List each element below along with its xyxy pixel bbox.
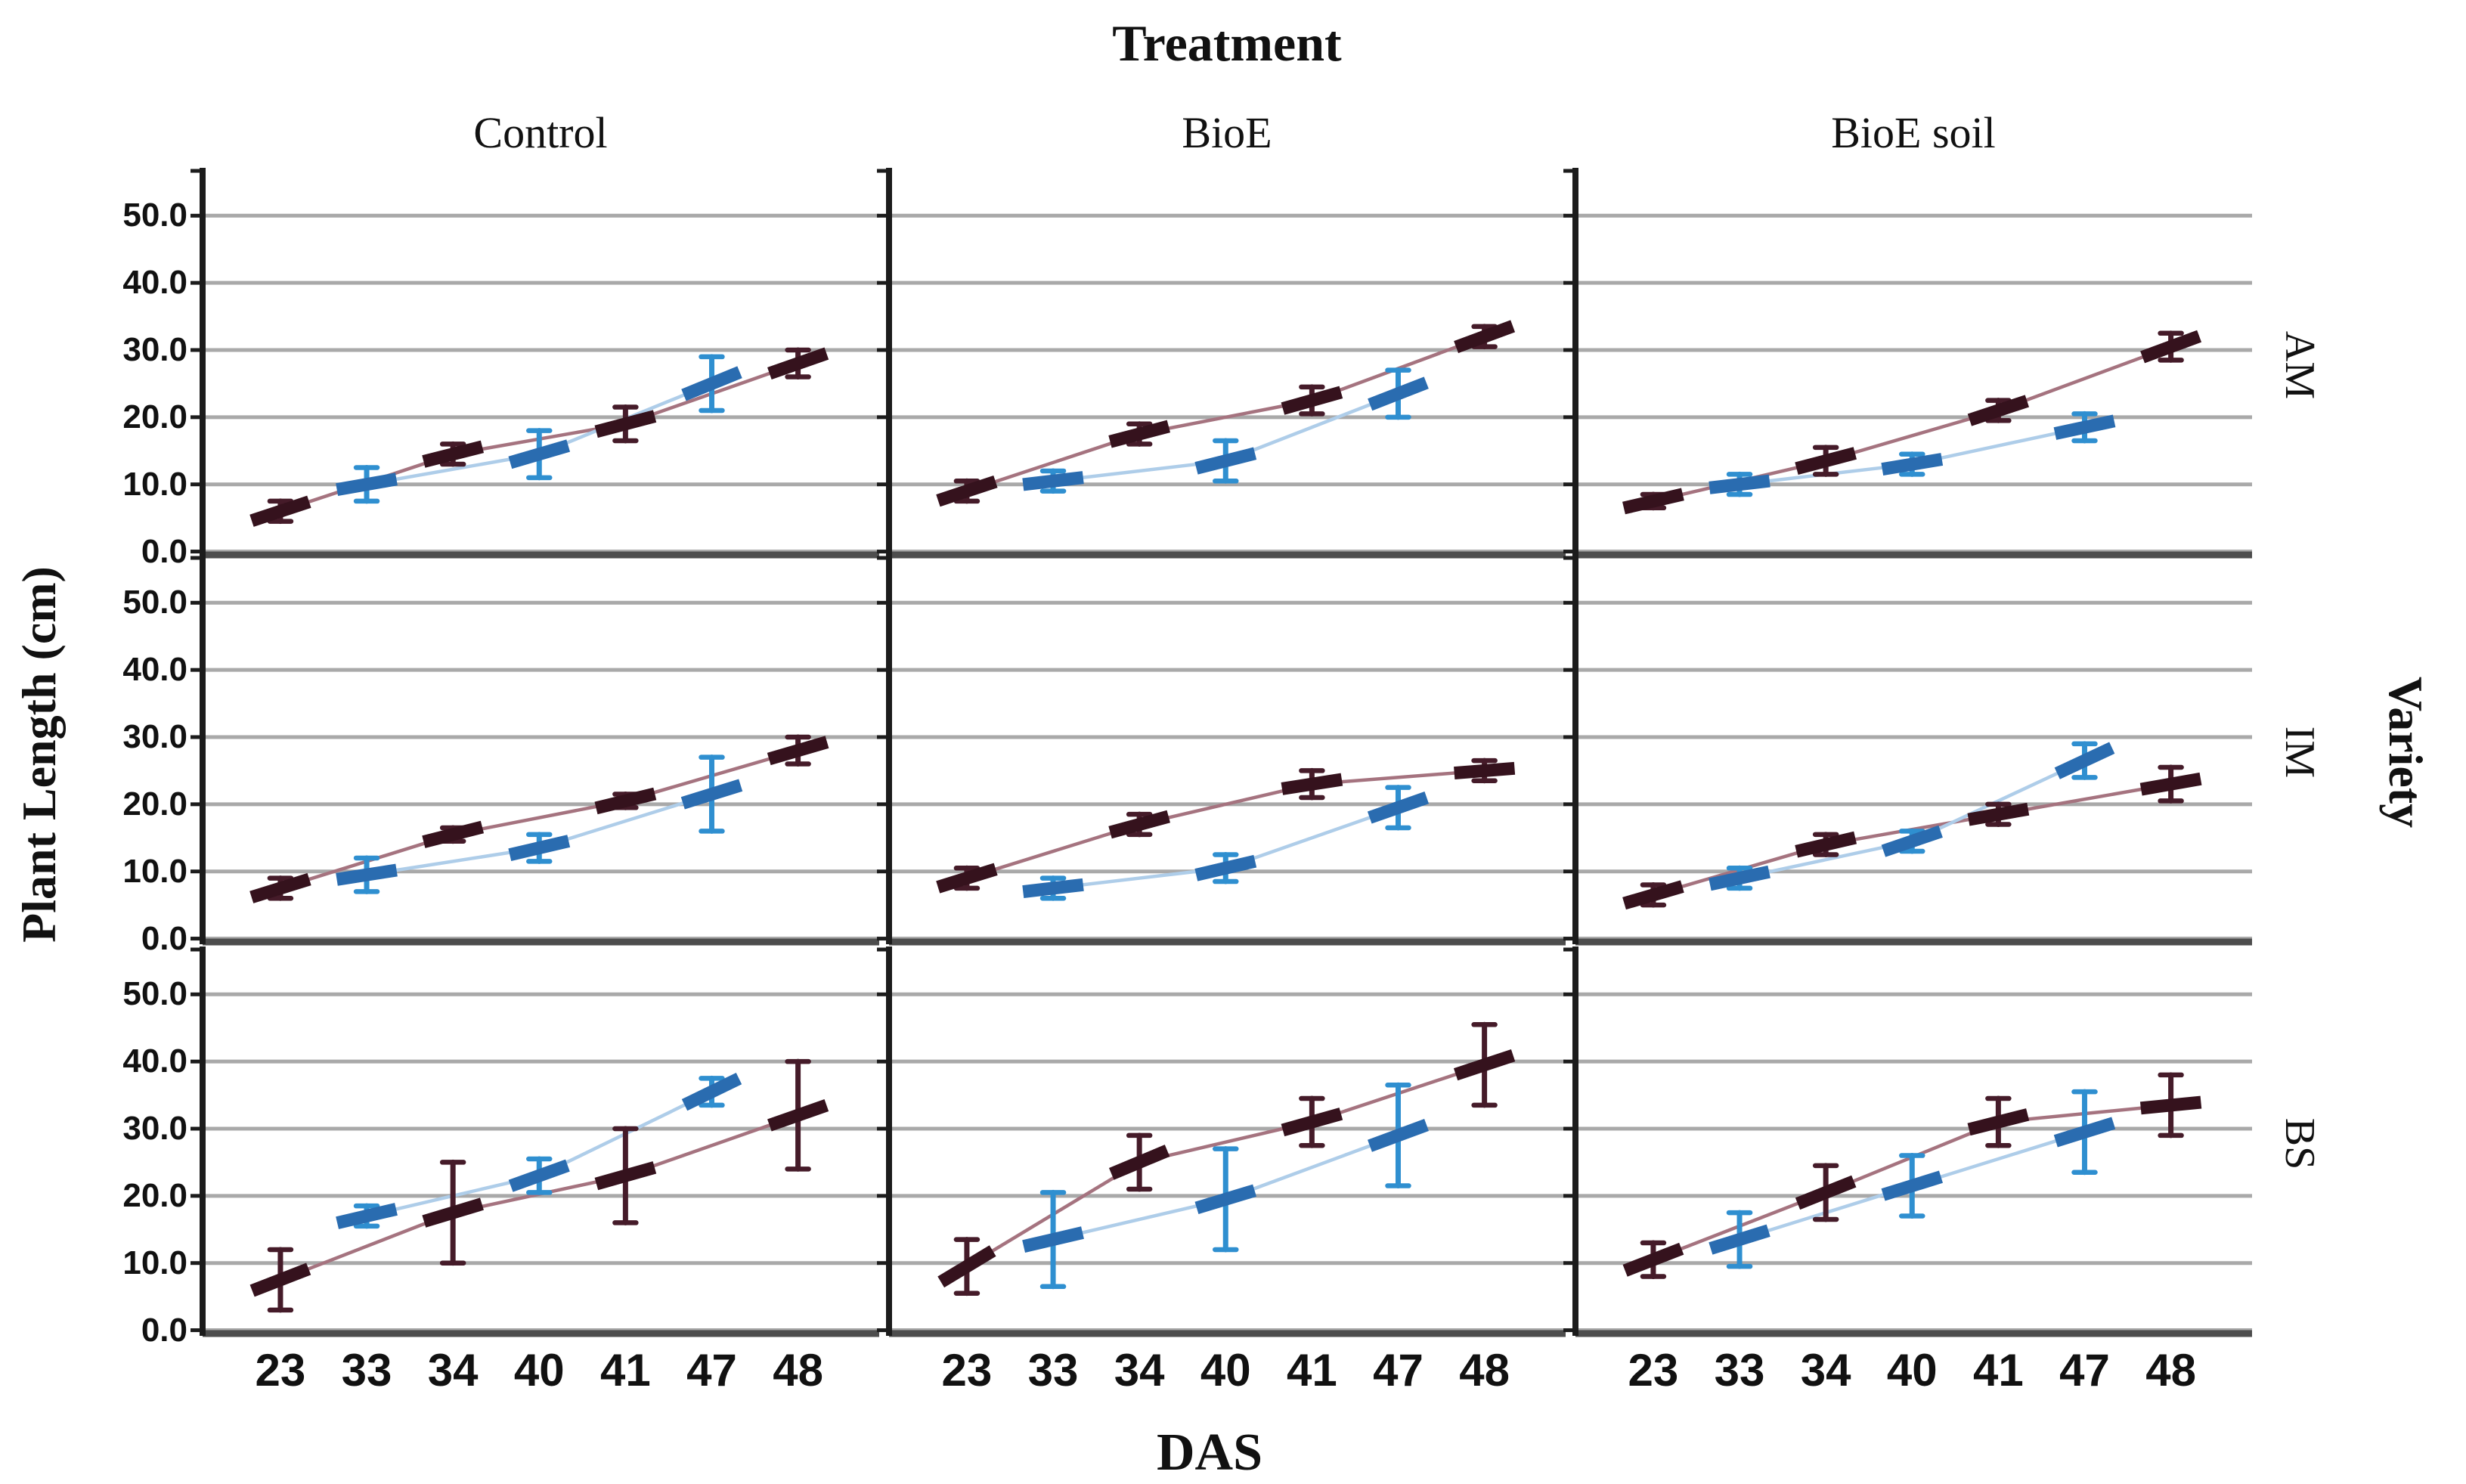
y-tick-label: 10.0 xyxy=(122,852,187,890)
panel-bioe-soil-am xyxy=(1563,168,2252,559)
y-tick-label: 50.0 xyxy=(122,584,187,621)
x-tick-label: 34 xyxy=(1800,1345,1851,1396)
y-tick-label: 20.0 xyxy=(122,398,187,435)
x-tick-label: 40 xyxy=(513,1345,565,1396)
y-tick-label: 30.0 xyxy=(122,331,187,368)
x-tick-label: 33 xyxy=(1027,1345,1079,1396)
y-tick-label: 10.0 xyxy=(122,465,187,503)
x-tick-label: 41 xyxy=(600,1345,651,1396)
y-tick-label: 40.0 xyxy=(122,264,187,302)
x-tick-label: 40 xyxy=(1886,1345,1938,1396)
chart-title: Treatment xyxy=(1112,14,1342,72)
x-tick-label: 41 xyxy=(1287,1345,1337,1396)
x-tick-label: 41 xyxy=(1973,1345,2024,1396)
row-label-am: AM xyxy=(2276,330,2323,400)
x-tick-label: 48 xyxy=(773,1345,823,1396)
x-tick-label: 47 xyxy=(2059,1345,2110,1396)
panel-bioe-am xyxy=(877,168,1566,559)
y-tick-label: 40.0 xyxy=(122,1043,187,1080)
x-tick-label: 47 xyxy=(686,1345,737,1396)
x-tick-label: 34 xyxy=(427,1345,479,1396)
y-tick-label: 30.0 xyxy=(122,1110,187,1147)
x-tick-label: 34 xyxy=(1114,1345,1165,1396)
panel-control-am xyxy=(191,168,879,559)
panel-bioe-soil-im xyxy=(1563,555,2252,946)
y-tick-label: 50.0 xyxy=(122,197,187,234)
row-label-im: IM xyxy=(2276,726,2323,779)
panel-bioe-soil-bs xyxy=(1563,946,2252,1337)
y-axis-label: Plant Length (cm) xyxy=(12,566,66,943)
x-tick-label: 23 xyxy=(255,1345,306,1396)
y-tick-label: 40.0 xyxy=(122,651,187,689)
x-tick-label: 48 xyxy=(1459,1345,1510,1396)
x-tick-label: 48 xyxy=(2145,1345,2196,1396)
x-tick-label: 33 xyxy=(1714,1345,1765,1396)
right-axis-label: Variety xyxy=(2379,676,2433,829)
panel-control-bs xyxy=(191,946,879,1337)
x-tick-label: 23 xyxy=(941,1345,993,1396)
y-tick-label: 0.0 xyxy=(141,532,187,570)
row-label-bs: BS xyxy=(2276,1117,2323,1170)
x-axis-label: DAS xyxy=(1156,1424,1263,1482)
panel-control-im xyxy=(191,555,879,946)
y-tick-label: 20.0 xyxy=(122,785,187,823)
column-header-control: Control xyxy=(473,108,608,157)
y-tick-label: 30.0 xyxy=(122,718,187,755)
column-header-bioe-soil: BioE soil xyxy=(1831,108,1996,157)
x-tick-label: 40 xyxy=(1200,1345,1251,1396)
y-tick-label: 20.0 xyxy=(122,1176,187,1214)
panel-bioe-im xyxy=(877,555,1566,946)
x-tick-label: 23 xyxy=(1628,1345,1679,1396)
column-header-bioe: BioE xyxy=(1182,108,1272,157)
x-tick-label: 47 xyxy=(1373,1345,1424,1396)
y-tick-label: 50.0 xyxy=(122,975,187,1013)
y-tick-label: 0.0 xyxy=(141,919,187,957)
y-tick-label: 10.0 xyxy=(122,1244,187,1281)
panel-bioe-bs xyxy=(877,946,1566,1337)
x-tick-label: 33 xyxy=(341,1345,392,1396)
y-tick-label: 0.0 xyxy=(141,1311,187,1349)
